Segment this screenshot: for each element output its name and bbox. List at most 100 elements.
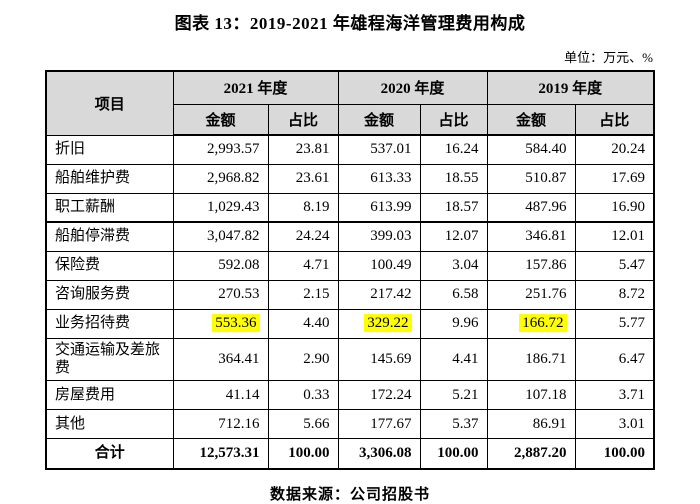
table-row: 咨询服务费 270.53 2.15 217.42 6.58 251.76 8.72 bbox=[45, 279, 655, 310]
highlighted-value: 553.36 bbox=[212, 314, 260, 332]
row-label: 职工薪酬 bbox=[45, 192, 174, 223]
cell-value: 364.41 bbox=[172, 337, 269, 381]
cell-value: 166.72 bbox=[486, 308, 576, 339]
cell-value: 18.55 bbox=[419, 163, 488, 194]
column-header-year-2019: 2019 年度 bbox=[486, 70, 655, 105]
row-label: 其他 bbox=[45, 409, 174, 439]
row-label: 房屋费用 bbox=[45, 380, 174, 410]
column-header-ratio: 占比 bbox=[267, 103, 339, 136]
row-label: 合计 bbox=[45, 438, 174, 469]
cell-value: 100.00 bbox=[574, 438, 655, 469]
column-header-year-2020: 2020 年度 bbox=[337, 70, 488, 105]
row-label: 船舶维护费 bbox=[45, 163, 174, 194]
cell-value: 157.86 bbox=[486, 250, 576, 281]
cell-value: 3.71 bbox=[574, 380, 655, 410]
cell-value: 4.41 bbox=[419, 337, 488, 381]
table-row: 船舶维护费 2,968.82 23.61 613.33 18.55 510.87 17.69 bbox=[45, 163, 655, 194]
cell-value: 270.53 bbox=[172, 279, 269, 310]
table-body: 折旧 2,993.57 23.81 537.01 16.24 584.40 20.24 船舶维… bbox=[45, 134, 655, 469]
cell-value: 553.36 bbox=[172, 308, 269, 339]
cell-value: 3,306.08 bbox=[337, 438, 421, 469]
column-header-year-2021: 2021 年度 bbox=[172, 70, 339, 105]
cell-value: 346.81 bbox=[486, 221, 576, 252]
cell-value: 251.76 bbox=[486, 279, 576, 310]
cell-value: 18.57 bbox=[419, 192, 488, 223]
cell-value: 537.01 bbox=[337, 134, 421, 165]
row-label: 船舶停滞费 bbox=[45, 221, 174, 252]
cell-value: 5.66 bbox=[267, 409, 339, 439]
cell-value: 12.07 bbox=[419, 221, 488, 252]
cell-value: 86.91 bbox=[486, 409, 576, 439]
column-header-amount: 金额 bbox=[486, 103, 576, 136]
cell-value: 5.47 bbox=[574, 250, 655, 281]
table-row: 职工薪酬 1,029.43 8.19 613.99 18.57 487.96 16.90 bbox=[45, 192, 655, 223]
cell-value: 613.33 bbox=[337, 163, 421, 194]
sub-header-row: 金额 占比 金额 占比 金额 占比 bbox=[46, 103, 655, 136]
table-row: 业务招待费 553.36 4.40 329.22 9.96 166.72 5.77 bbox=[45, 308, 655, 339]
cell-value: 399.03 bbox=[337, 221, 421, 252]
column-header-amount: 金额 bbox=[337, 103, 421, 136]
table-row: 交通运输及差旅费 364.41 2.90 145.69 4.41 186.71 6.47 bbox=[45, 337, 655, 381]
table-row: 房屋费用 41.14 0.33 172.24 5.21 107.18 3.71 bbox=[45, 380, 655, 410]
cell-value: 5.77 bbox=[574, 308, 655, 339]
cell-value: 5.21 bbox=[419, 380, 488, 410]
cell-value: 145.69 bbox=[337, 337, 421, 381]
row-label: 业务招待费 bbox=[45, 308, 174, 339]
highlighted-value: 329.22 bbox=[364, 314, 412, 332]
cell-value: 12.01 bbox=[574, 221, 655, 252]
cell-value: 9.96 bbox=[419, 308, 488, 339]
cell-value: 2.15 bbox=[267, 279, 339, 310]
row-label: 咨询服务费 bbox=[45, 279, 174, 310]
cell-value: 329.22 bbox=[337, 308, 421, 339]
cell-value: 217.42 bbox=[337, 279, 421, 310]
column-header-amount: 金额 bbox=[172, 103, 269, 136]
cell-value: 3.01 bbox=[574, 409, 655, 439]
highlighted-value: 166.72 bbox=[519, 314, 567, 332]
cell-value: 4.40 bbox=[267, 308, 339, 339]
cell-value: 186.71 bbox=[486, 337, 576, 381]
cell-value: 2,968.82 bbox=[172, 163, 269, 194]
row-label: 折旧 bbox=[45, 134, 174, 165]
cell-value: 20.24 bbox=[574, 134, 655, 165]
cell-value: 107.18 bbox=[486, 380, 576, 410]
cell-value: 41.14 bbox=[172, 380, 269, 410]
cell-value: 3.04 bbox=[419, 250, 488, 281]
cell-value: 8.72 bbox=[574, 279, 655, 310]
cell-value: 16.24 bbox=[419, 134, 488, 165]
cell-value: 5.37 bbox=[419, 409, 488, 439]
cell-value: 510.87 bbox=[486, 163, 576, 194]
cell-value: 23.81 bbox=[267, 134, 339, 165]
table-row: 折旧 2,993.57 23.81 537.01 16.24 584.40 20.24 bbox=[45, 134, 655, 165]
table-row: 船舶停滞费 3,047.82 24.24 399.03 12.07 346.81 12.01 bbox=[45, 221, 655, 252]
cell-value: 8.19 bbox=[267, 192, 339, 223]
cell-value: 712.16 bbox=[172, 409, 269, 439]
table-header: 项目 2021 年度 2020 年度 2019 年度 金额 占比 金额 占比 金… bbox=[45, 70, 655, 136]
cell-value: 592.08 bbox=[172, 250, 269, 281]
cell-value: 487.96 bbox=[486, 192, 576, 223]
cell-value: 3,047.82 bbox=[172, 221, 269, 252]
cell-value: 6.58 bbox=[419, 279, 488, 310]
cell-value: 1,029.43 bbox=[172, 192, 269, 223]
cell-value: 24.24 bbox=[267, 221, 339, 252]
column-header-ratio: 占比 bbox=[574, 103, 655, 136]
unit-label: 单位：万元、% bbox=[564, 50, 653, 65]
cell-value: 177.67 bbox=[337, 409, 421, 439]
management-fee-table: 项目 2021 年度 2020 年度 2019 年度 金额 占比 金额 占比 金… bbox=[45, 70, 656, 470]
cell-value: 6.47 bbox=[574, 337, 655, 381]
total-row: 合计 12,573.31 100.00 3,306.08 100.00 2,887.20 1… bbox=[45, 438, 655, 469]
row-label: 交通运输及差旅费 bbox=[45, 337, 174, 381]
cell-value: 100.00 bbox=[419, 438, 488, 469]
cell-value: 584.40 bbox=[486, 134, 576, 165]
year-header-row: 项目 2021 年度 2020 年度 2019 年度 bbox=[45, 70, 655, 136]
cell-value: 100.49 bbox=[337, 250, 421, 281]
cell-value: 613.99 bbox=[337, 192, 421, 223]
cell-value: 0.33 bbox=[267, 380, 339, 410]
cell-value: 2,887.20 bbox=[486, 438, 576, 469]
column-header-ratio: 占比 bbox=[419, 103, 488, 136]
cell-value: 4.71 bbox=[267, 250, 339, 281]
table-row: 其他 712.16 5.66 177.67 5.37 86.91 3.01 bbox=[45, 409, 655, 439]
table-row: 保险费 592.08 4.71 100.49 3.04 157.86 5.47 bbox=[45, 250, 655, 281]
data-source-note: 数据来源：公司招股书 bbox=[269, 486, 430, 503]
cell-value: 100.00 bbox=[267, 438, 339, 469]
